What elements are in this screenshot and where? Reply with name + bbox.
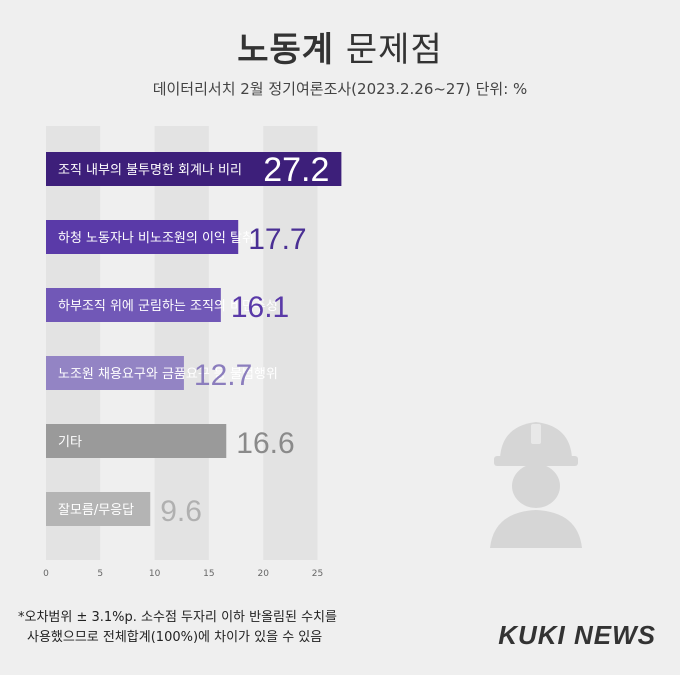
bar-value-label: 27.2 (263, 151, 329, 189)
grid-band (100, 126, 155, 560)
bar-value-label: 9.6 (160, 495, 202, 528)
worker-helmet-icon (490, 422, 582, 548)
bar (46, 220, 239, 254)
bar-value-label: 16.6 (236, 427, 294, 460)
bar (46, 492, 151, 526)
page-title: 노동계 문제점 (0, 22, 680, 71)
x-tick-label: 20 (257, 569, 269, 579)
x-tick-label: 25 (312, 569, 323, 579)
grid-band (208, 126, 264, 560)
page-subtitle: 데이터리서치 2월 정기여론조사(2023.2.26~27) 단위: % (152, 80, 528, 98)
bar (46, 152, 342, 186)
bar-category-label: 노조원 채용요구와 금품요구 등 불법행위 (58, 366, 278, 382)
footnote-line-1: *오차범위 ± 3.1%p. 소수점 두자리 이하 반올림된 수치를 (18, 610, 337, 625)
title-bold: 노동계 (237, 30, 335, 70)
title-light: 문제점 (345, 30, 443, 70)
x-tick-label: 10 (149, 569, 161, 579)
x-tick-label: 15 (203, 569, 214, 579)
bar (46, 424, 227, 458)
grid-band (154, 126, 209, 560)
bar-category-label: 하청 노동자나 비노조원의 이익 탈취 (58, 231, 254, 246)
grid-band (263, 126, 318, 560)
bar-value-label: 16.1 (231, 291, 289, 324)
x-tick-label: 0 (43, 569, 49, 579)
bar (46, 288, 221, 322)
bar-value-label: 12.7 (194, 359, 252, 392)
footnote-line-2: 사용했으므로 전체합계(100%)에 차이가 있을 수 있음 (27, 630, 323, 645)
grid-band (46, 126, 101, 560)
footnote: *오차범위 ± 3.1%p. 소수점 두자리 이하 반올림된 수치를 사용했으므… (18, 608, 337, 648)
bar-category-label: 조직 내부의 불투명한 회계나 비리 (58, 163, 242, 178)
bar-chart: 조직 내부의 불투명한 회계나 비리 27.2 하청 노동자나 비노조원의 이익 탈… (43, 126, 582, 579)
brand-logo: KUKI NEWS (498, 620, 656, 650)
x-tick-label: 5 (97, 569, 103, 579)
bar-category-label: 하부조직 위에 군림하는 조직의 비민주성 (58, 299, 278, 314)
bar (46, 356, 184, 390)
bar-category-label: 기타 (58, 435, 82, 450)
bar-value-label: 17.7 (248, 223, 306, 256)
bar-category-label: 잘모름/무응답 (58, 503, 134, 518)
